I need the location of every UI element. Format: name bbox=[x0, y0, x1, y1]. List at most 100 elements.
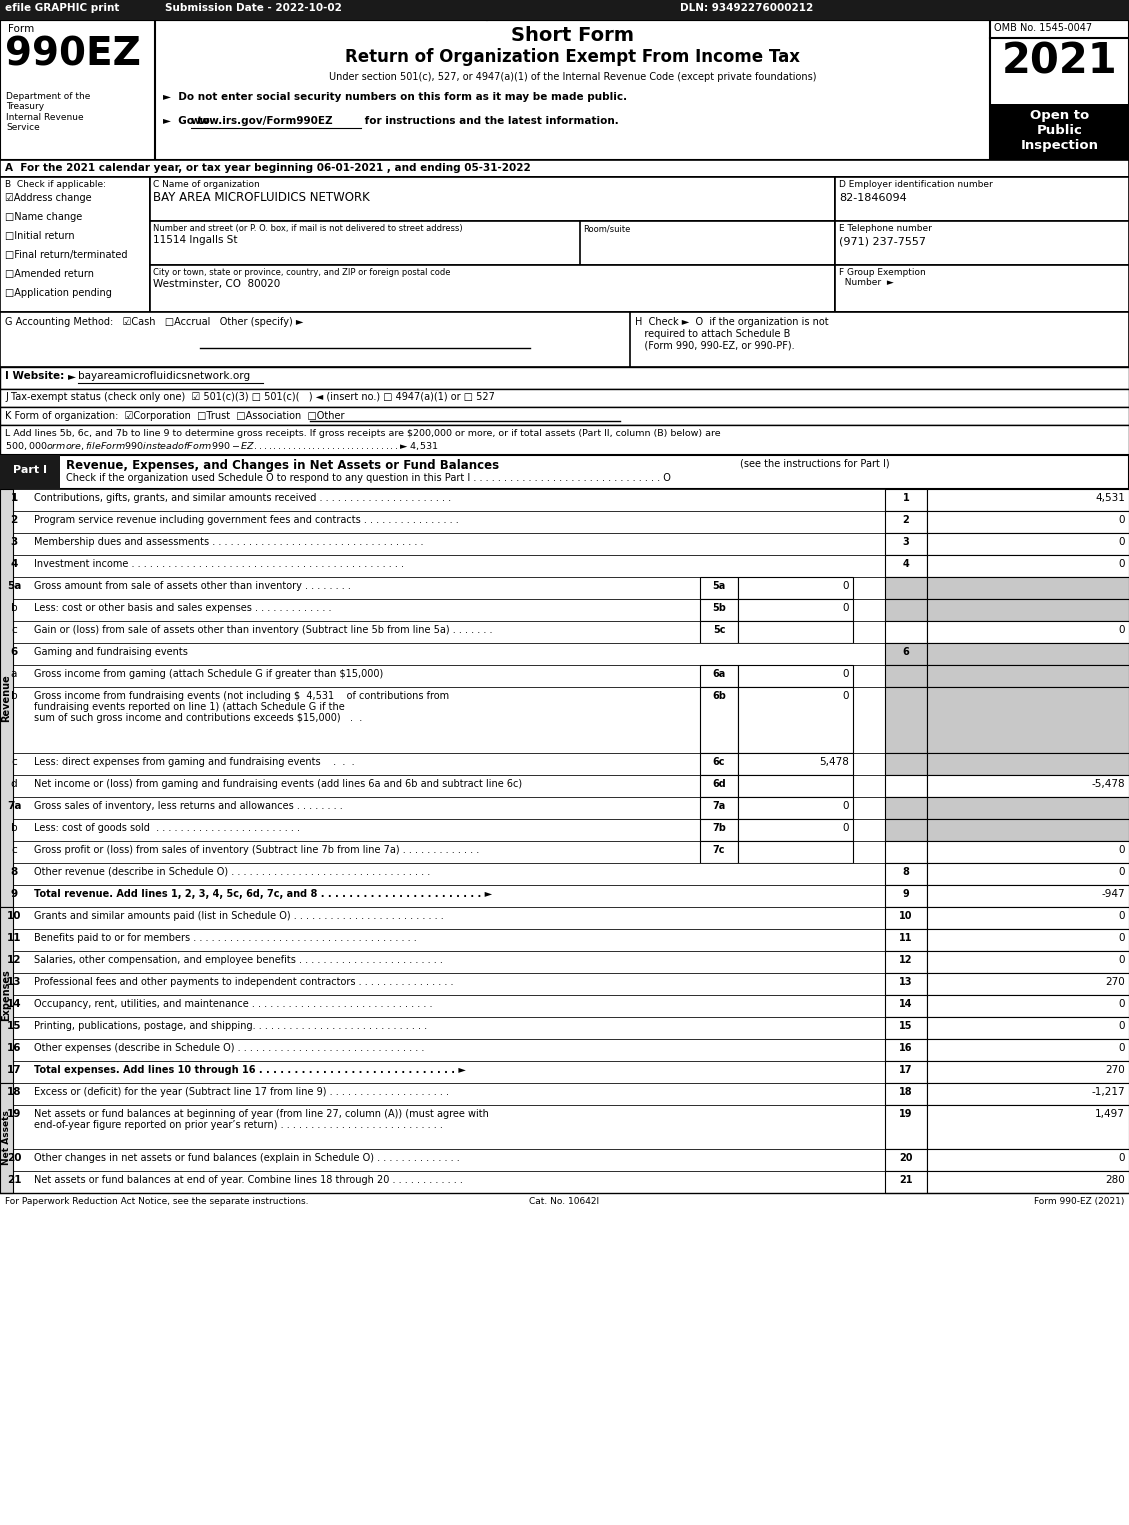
Text: I Website:: I Website: bbox=[5, 371, 68, 381]
Text: H  Check ►  O  if the organization is not
   required to attach Schedule B
   (F: H Check ► O if the organization is not r… bbox=[634, 317, 829, 351]
Bar bbox=[0, 1171, 885, 1193]
Text: Westminster, CO  80020: Westminster, CO 80020 bbox=[154, 279, 280, 290]
Bar bbox=[0, 425, 1129, 454]
Text: 11514 Ingalls St: 11514 Ingalls St bbox=[154, 235, 237, 246]
Text: 0: 0 bbox=[1119, 1022, 1124, 1031]
Bar bbox=[927, 1083, 1129, 1106]
Bar bbox=[0, 1039, 885, 1061]
Text: 0: 0 bbox=[1119, 537, 1124, 547]
Bar bbox=[0, 907, 885, 929]
Text: 13: 13 bbox=[900, 978, 912, 987]
Text: □Application pending: □Application pending bbox=[5, 288, 112, 297]
Bar bbox=[0, 20, 155, 160]
Text: Other expenses (describe in Schedule O) . . . . . . . . . . . . . . . . . . . . : Other expenses (describe in Schedule O) … bbox=[34, 1043, 425, 1052]
Text: Expenses: Expenses bbox=[1, 968, 11, 1020]
Text: Under section 501(c), 527, or 4947(a)(1) of the Internal Revenue Code (except pr: Under section 501(c), 527, or 4947(a)(1)… bbox=[329, 72, 816, 82]
Bar bbox=[0, 1083, 14, 1193]
Bar bbox=[927, 863, 1129, 884]
Text: 0: 0 bbox=[1119, 910, 1124, 921]
Bar bbox=[0, 819, 885, 840]
Text: Less: cost of goods sold  . . . . . . . . . . . . . . . . . . . . . . . .: Less: cost of goods sold . . . . . . . .… bbox=[34, 824, 300, 833]
Text: Gross income from fundraising events (not including $  4,531    of contributions: Gross income from fundraising events (no… bbox=[34, 691, 449, 702]
Text: Gross income from gaming (attach Schedule G if greater than $15,000): Gross income from gaming (attach Schedul… bbox=[34, 669, 383, 679]
Bar bbox=[927, 511, 1129, 534]
Bar bbox=[0, 454, 1129, 490]
Text: 0: 0 bbox=[1119, 933, 1124, 942]
Bar bbox=[738, 798, 854, 819]
Text: 7c: 7c bbox=[712, 845, 725, 856]
Text: Printing, publications, postage, and shipping. . . . . . . . . . . . . . . . . .: Printing, publications, postage, and shi… bbox=[34, 1022, 427, 1031]
Text: 990EZ: 990EZ bbox=[5, 37, 141, 75]
Text: 7b: 7b bbox=[712, 824, 726, 833]
Text: 11: 11 bbox=[7, 933, 21, 942]
Bar bbox=[738, 840, 854, 863]
Bar bbox=[738, 665, 854, 686]
Bar bbox=[738, 753, 854, 775]
Text: 5c: 5c bbox=[712, 625, 725, 634]
Bar bbox=[927, 1148, 1129, 1171]
Bar bbox=[150, 221, 835, 265]
Bar bbox=[0, 973, 885, 994]
Text: 6b: 6b bbox=[712, 691, 726, 702]
Text: c: c bbox=[11, 625, 17, 634]
Bar bbox=[0, 665, 885, 686]
Text: 10: 10 bbox=[7, 910, 21, 921]
Text: BAY AREA MICROFLUIDICS NETWORK: BAY AREA MICROFLUIDICS NETWORK bbox=[154, 191, 370, 204]
Text: J Tax-exempt status (check only one)  ☑ 501(c)(3) □ 501(c)(   ) ◄ (insert no.) □: J Tax-exempt status (check only one) ☑ 5… bbox=[5, 392, 495, 403]
Bar bbox=[835, 177, 1129, 313]
Bar bbox=[0, 177, 150, 313]
Bar bbox=[927, 644, 1129, 665]
Bar bbox=[885, 819, 927, 840]
Text: Net Assets: Net Assets bbox=[2, 1110, 11, 1165]
Text: 21: 21 bbox=[7, 1174, 21, 1185]
Bar bbox=[0, 952, 885, 973]
Bar bbox=[0, 454, 60, 490]
Text: 15: 15 bbox=[7, 1022, 21, 1031]
Text: 6: 6 bbox=[902, 647, 909, 657]
Text: 8: 8 bbox=[902, 868, 910, 877]
Text: 5a: 5a bbox=[712, 581, 726, 592]
Text: www.irs.gov/Form990EZ: www.irs.gov/Form990EZ bbox=[191, 116, 334, 127]
Text: b: b bbox=[10, 602, 17, 613]
Text: Net assets or fund balances at beginning of year (from line 27, column (A)) (mus: Net assets or fund balances at beginning… bbox=[34, 1109, 489, 1119]
Bar bbox=[885, 907, 927, 929]
Bar bbox=[885, 1083, 927, 1106]
Bar bbox=[700, 798, 738, 819]
Text: City or town, state or province, country, and ZIP or foreign postal code: City or town, state or province, country… bbox=[154, 268, 450, 278]
Bar bbox=[927, 775, 1129, 798]
Bar bbox=[738, 686, 854, 753]
Text: 0: 0 bbox=[1119, 560, 1124, 569]
Bar bbox=[0, 389, 1129, 407]
Bar bbox=[738, 576, 854, 599]
Bar bbox=[927, 621, 1129, 644]
Text: Part I: Part I bbox=[14, 465, 47, 474]
Bar bbox=[927, 1017, 1129, 1039]
Text: 21: 21 bbox=[900, 1174, 912, 1185]
Text: 2: 2 bbox=[902, 515, 909, 525]
Bar bbox=[885, 798, 927, 819]
Text: 10: 10 bbox=[900, 910, 912, 921]
Bar bbox=[0, 555, 885, 576]
Bar bbox=[0, 407, 1129, 425]
Text: Revenue, Expenses, and Changes in Net Assets or Fund Balances: Revenue, Expenses, and Changes in Net As… bbox=[65, 459, 499, 473]
Text: Short Form: Short Form bbox=[511, 26, 634, 46]
Bar bbox=[885, 753, 927, 775]
Bar bbox=[885, 973, 927, 994]
Text: Other revenue (describe in Schedule O) . . . . . . . . . . . . . . . . . . . . .: Other revenue (describe in Schedule O) .… bbox=[34, 868, 430, 877]
Text: 1,497: 1,497 bbox=[1095, 1109, 1124, 1119]
Bar bbox=[700, 665, 738, 686]
Bar bbox=[150, 177, 835, 313]
Text: 0: 0 bbox=[842, 602, 849, 613]
Text: For Paperwork Reduction Act Notice, see the separate instructions.: For Paperwork Reduction Act Notice, see … bbox=[5, 1197, 308, 1206]
Bar bbox=[927, 929, 1129, 952]
Text: 6a: 6a bbox=[712, 669, 726, 679]
Bar bbox=[927, 1061, 1129, 1083]
Bar bbox=[885, 1039, 927, 1061]
Text: 6: 6 bbox=[10, 647, 18, 657]
Text: Return of Organization Exempt From Income Tax: Return of Organization Exempt From Incom… bbox=[345, 47, 800, 66]
Text: Total revenue. Add lines 1, 2, 3, 4, 5c, 6d, 7c, and 8 . . . . . . . . . . . . .: Total revenue. Add lines 1, 2, 3, 4, 5c,… bbox=[34, 889, 492, 900]
Text: Net income or (loss) from gaming and fundraising events (add lines 6a and 6b and: Net income or (loss) from gaming and fun… bbox=[34, 779, 522, 788]
Text: Form: Form bbox=[8, 24, 34, 34]
Text: 0: 0 bbox=[842, 581, 849, 592]
Text: Cat. No. 10642I: Cat. No. 10642I bbox=[530, 1197, 599, 1206]
